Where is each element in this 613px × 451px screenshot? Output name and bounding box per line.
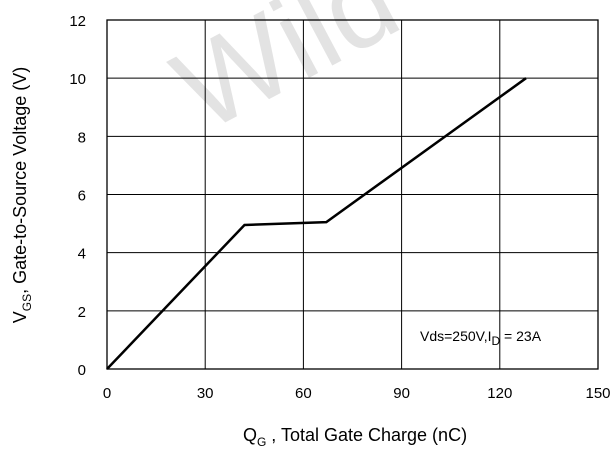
x-tick-label-2: 60: [295, 385, 312, 402]
x-tick-label-1: 30: [197, 385, 214, 402]
x-tick-labels: 0 30 60 90 120 150: [103, 385, 611, 402]
y-tick-label-0: 0: [78, 362, 86, 379]
plot-area-frame: [106, 19, 599, 370]
x-axis-title: QG , Total Gate Charge (nC): [243, 425, 467, 446]
grid-layer: [107, 20, 598, 369]
x-axis-title-sub: G: [257, 435, 266, 446]
y-tick-label-3: 6: [78, 188, 86, 205]
y-axis-title: VGS, Gate-to-Source Voltage (V): [10, 67, 34, 323]
x-tick-label-3: 90: [393, 385, 410, 402]
y-tick-label-2: 4: [78, 246, 86, 263]
annotation-post: = 23A: [500, 328, 542, 344]
annotation-pre: Vds=250V,I: [420, 328, 492, 344]
series-layer: [106, 77, 527, 370]
x-axis-title-rest: , Total Gate Charge (nC): [266, 425, 467, 445]
x-tick-label-5: 150: [585, 385, 610, 402]
annotation-sub: D: [492, 334, 501, 348]
y-tick-label-6: 12: [69, 13, 86, 30]
x-tick-label-4: 120: [487, 385, 512, 402]
y-tick-labels: 0 2 4 6 8 10 12: [69, 13, 86, 379]
x-axis-title-main: Q: [243, 425, 257, 445]
y-axis-title-rest: , Gate-to-Source Voltage (V): [10, 67, 30, 294]
y-axis-title-main: V: [10, 311, 30, 323]
y-tick-label-5: 10: [69, 71, 86, 88]
y-axis-title-sub: GS: [20, 294, 34, 311]
condition-annotation: Vds=250V,ID = 23A: [420, 328, 542, 348]
series-line-0: [106, 77, 527, 370]
y-tick-label-1: 2: [78, 304, 86, 321]
y-tick-label-4: 8: [78, 129, 86, 146]
x-tick-label-0: 0: [103, 385, 111, 402]
